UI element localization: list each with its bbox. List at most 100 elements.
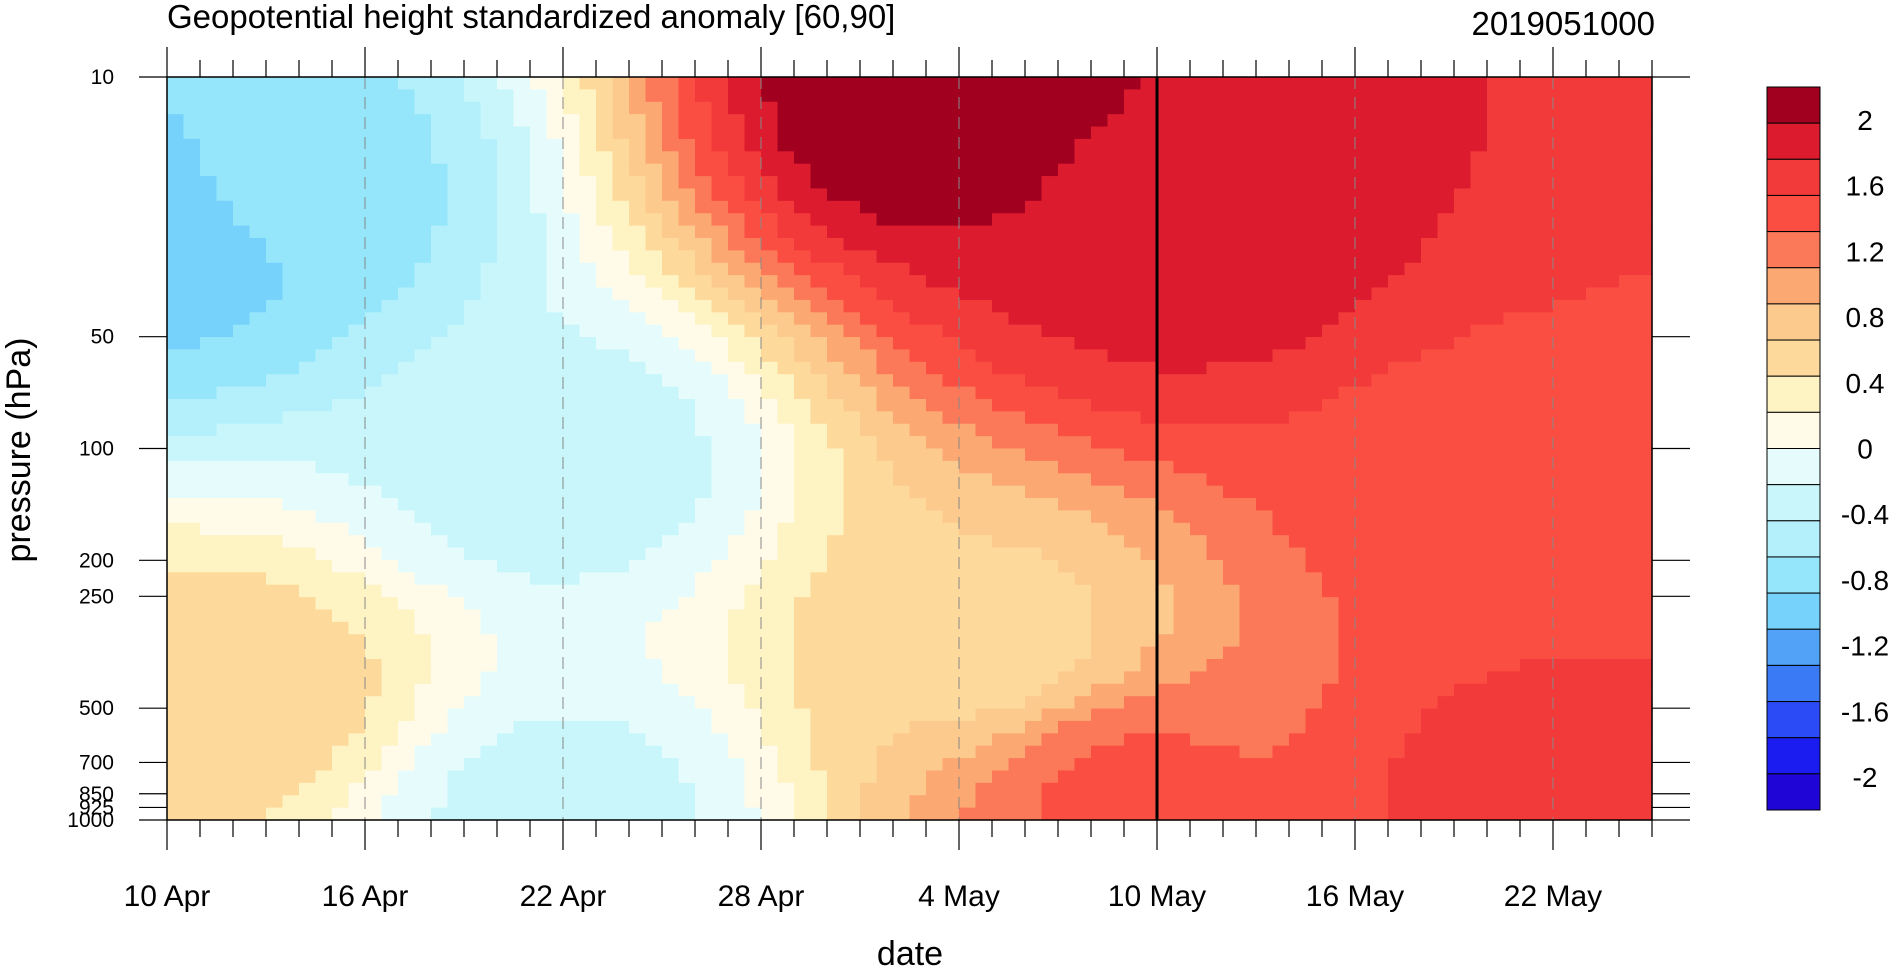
contour-cell (398, 237, 416, 251)
contour-cell (497, 559, 515, 573)
contour-cell (1091, 126, 1109, 140)
contour-cell (546, 163, 564, 177)
contour-cell (843, 584, 861, 598)
contour-cell (464, 138, 482, 152)
contour-cell (1338, 126, 1356, 140)
contour-cell (1371, 485, 1389, 499)
contour-cell (1091, 361, 1109, 375)
contour-cell (1272, 213, 1290, 227)
contour-cell (447, 510, 465, 524)
contour-cell (1239, 324, 1257, 338)
contour-cell (744, 795, 762, 809)
contour-cell (530, 485, 548, 499)
contour-cell (480, 708, 498, 722)
contour-cell (876, 745, 894, 759)
contour-cell (1206, 398, 1224, 412)
contour-cell (513, 262, 531, 276)
contour-cell (1239, 138, 1257, 152)
contour-cell (1404, 138, 1422, 152)
contour-cell (431, 559, 449, 573)
contour-cell (1388, 498, 1406, 512)
contour-cell (975, 708, 993, 722)
contour-cell (1256, 237, 1274, 251)
contour-cell (216, 163, 234, 177)
contour-cell (777, 498, 795, 512)
contour-cell (1091, 510, 1109, 524)
contour-cell (1388, 176, 1406, 190)
contour-cell (1008, 696, 1026, 710)
contour-cell (1256, 659, 1274, 672)
contour-cell (843, 361, 861, 375)
contour-cell (1404, 782, 1422, 796)
contour-cell (1025, 237, 1043, 251)
contour-cell (1487, 795, 1505, 809)
contour-cell (1536, 200, 1554, 214)
contour-cell (497, 795, 515, 809)
contour-cell (1305, 708, 1323, 722)
contour-cell (233, 584, 251, 598)
contour-cell (1124, 163, 1142, 177)
contour-cell (398, 782, 416, 796)
contour-cell (332, 275, 350, 289)
contour-cell (744, 101, 762, 115)
contour-cell (1190, 411, 1208, 425)
contour-cell (926, 572, 944, 586)
contour-cell (1025, 460, 1043, 474)
contour-cell (332, 782, 350, 796)
contour-cell (579, 522, 597, 536)
contour-cell (480, 473, 498, 487)
contour-cell (1305, 696, 1323, 710)
contour-cell (1256, 77, 1274, 90)
contour-cell (942, 671, 960, 685)
contour-cell (662, 411, 680, 425)
contour-cell (1074, 262, 1092, 276)
contour-cell (711, 299, 729, 313)
contour-cell (200, 337, 218, 351)
contour-cell (365, 572, 383, 586)
contour-cell (777, 807, 795, 821)
contour-cell (299, 671, 317, 685)
contour-cell (1107, 423, 1125, 437)
contour-cell (1173, 163, 1191, 177)
contour-cell (629, 337, 647, 351)
contour-cell (447, 374, 465, 388)
contour-cell (579, 114, 597, 128)
contour-cell (1503, 708, 1521, 722)
contour-cell (530, 745, 548, 759)
contour-cell (299, 213, 317, 227)
contour-cell (1025, 138, 1043, 152)
contour-cell (183, 200, 201, 214)
contour-cell (975, 126, 993, 140)
contour-cell (629, 609, 647, 623)
contour-cell (1140, 423, 1158, 437)
contour-cell (1008, 485, 1026, 499)
contour-cell (959, 708, 977, 722)
contour-cell (1256, 250, 1274, 264)
contour-cell (975, 163, 993, 177)
contour-cell (827, 733, 845, 747)
contour-cell (332, 683, 350, 697)
contour-cell (183, 584, 201, 598)
contour-cell (1355, 77, 1373, 90)
contour-cell (662, 708, 680, 722)
contour-cell (1206, 708, 1224, 722)
contour-cell (942, 101, 960, 115)
contour-cell (744, 250, 762, 264)
contour-cell (1355, 349, 1373, 363)
contour-cell (1206, 473, 1224, 487)
contour-cell (381, 584, 399, 598)
contour-cell (1454, 386, 1472, 400)
contour-cell (200, 151, 218, 165)
contour-cell (1355, 176, 1373, 190)
contour-cell (1157, 349, 1175, 363)
contour-cell (662, 720, 680, 734)
contour-cell (678, 101, 696, 115)
contour-cell (398, 473, 416, 487)
contour-cell (1470, 584, 1488, 598)
contour-cell (365, 807, 383, 821)
contour-cell (1487, 671, 1505, 685)
contour-cell (315, 237, 333, 251)
contour-cell (348, 683, 366, 697)
contour-cell (596, 696, 614, 710)
contour-cell (563, 361, 581, 375)
